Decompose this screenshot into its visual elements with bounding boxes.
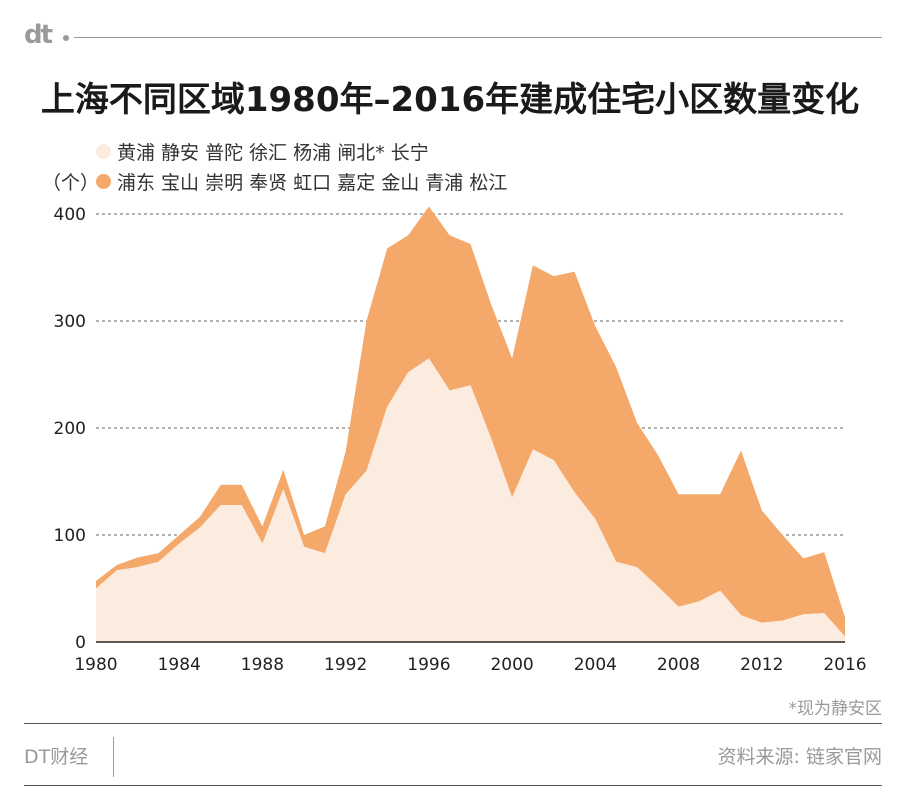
legend-item-series-2: 浦东 宝山 崇明 奉贤 虹口 嘉定 金山 青浦 松江 xyxy=(96,168,507,194)
y-tick-label-400: 400 xyxy=(54,205,86,225)
top-rule xyxy=(74,37,882,38)
legend-label-series-2: 浦东 宝山 崇明 奉贤 虹口 嘉定 金山 青浦 松江 xyxy=(117,171,508,194)
dt-logo: dt xyxy=(24,20,53,50)
y-tick-label-100: 100 xyxy=(54,526,86,546)
x-tick-label-2004: 2004 xyxy=(574,655,617,675)
chart-title: 上海不同区域1980年–2016年建成住宅小区数量变化 xyxy=(40,80,860,120)
footer-separator xyxy=(113,737,114,777)
y-axis-unit: （个） xyxy=(42,172,100,194)
legend-swatch-series-2 xyxy=(96,173,111,189)
footer-rule xyxy=(24,723,882,724)
x-tick-label-1992: 1992 xyxy=(324,655,367,675)
area-series-1 xyxy=(96,358,845,642)
footnote: *现为静安区 xyxy=(788,699,883,719)
x-tick-label-1984: 1984 xyxy=(158,655,201,675)
x-tick-label-1980: 1980 xyxy=(74,655,117,675)
x-tick-label-2000: 2000 xyxy=(490,655,533,675)
y-tick-label-200: 200 xyxy=(54,419,86,439)
x-tick-label-2016: 2016 xyxy=(823,655,866,675)
x-tick-label-1996: 1996 xyxy=(407,655,450,675)
x-tick-label-2008: 2008 xyxy=(657,655,700,675)
brand-name: DT财经 xyxy=(24,746,89,768)
y-tick-label-0: 0 xyxy=(75,633,86,653)
logo-dot xyxy=(63,35,69,41)
bottom-rule xyxy=(24,785,882,786)
x-tick-label-2012: 2012 xyxy=(740,655,783,675)
legend-swatch-series-1 xyxy=(96,143,111,159)
y-tick-label-300: 300 xyxy=(54,312,86,332)
area-series-2 xyxy=(96,206,845,637)
legend-label-series-1: 黄浦 静安 普陀 徐汇 杨浦 闸北* 长宁 xyxy=(117,141,429,164)
legend-item-series-1: 黄浦 静安 普陀 徐汇 杨浦 闸北* 长宁 xyxy=(96,138,429,164)
source-note: 资料来源: 链家官网 xyxy=(717,746,882,768)
x-tick-label-1988: 1988 xyxy=(241,655,284,675)
